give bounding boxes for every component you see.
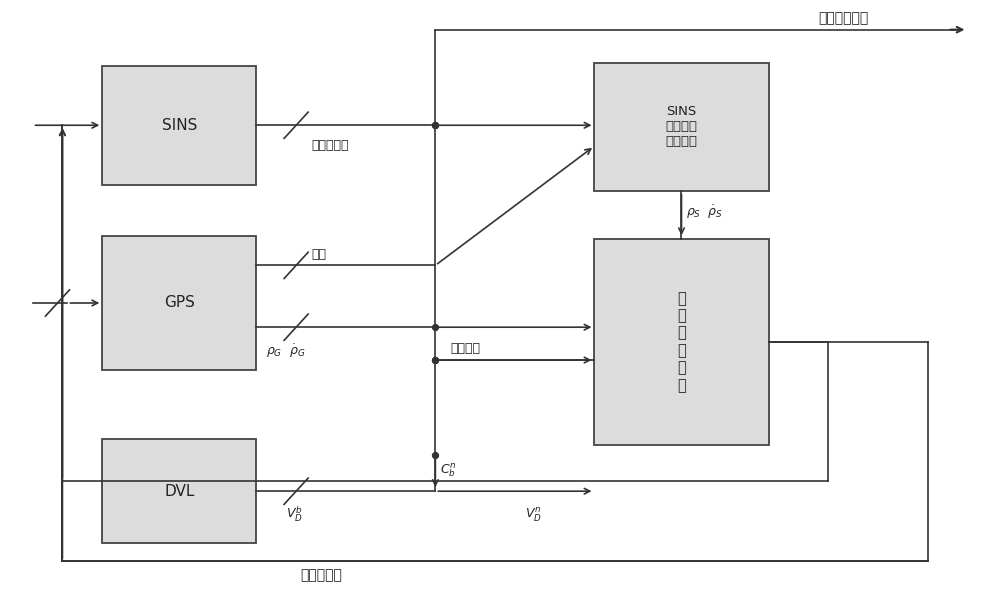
Point	[427, 121, 443, 130]
Point	[427, 355, 443, 365]
Point	[427, 323, 443, 332]
Point	[427, 355, 443, 365]
Text: 优
化
滤
波
模
块: 优 化 滤 波 模 块	[677, 291, 686, 393]
Text: 导航信息输出: 导航信息输出	[818, 11, 868, 25]
Bar	[102, 439, 256, 543]
Text: 导航信息: 导航信息	[450, 343, 480, 355]
Bar	[102, 236, 256, 370]
Text: SINS
伪距、伪
距率计算: SINS 伪距、伪 距率计算	[665, 106, 697, 148]
Text: SINS: SINS	[162, 118, 197, 133]
Text: $V_D^b$: $V_D^b$	[286, 505, 303, 524]
Text: GPS: GPS	[164, 295, 195, 311]
Point	[427, 121, 443, 130]
Text: 滤波估计值: 滤波估计值	[300, 568, 342, 582]
Text: $C_b^n$: $C_b^n$	[440, 461, 457, 479]
Text: $\rho_S$  $\dot{\rho}_S$: $\rho_S$ $\dot{\rho}_S$	[686, 203, 724, 221]
Bar	[102, 66, 256, 185]
Text: $V_D^n$: $V_D^n$	[525, 507, 542, 524]
Text: DVL: DVL	[164, 484, 194, 499]
Bar	[594, 239, 769, 445]
Text: 星历: 星历	[311, 248, 326, 260]
Text: $\rho_G$  $\dot{\rho}_G$: $\rho_G$ $\dot{\rho}_G$	[266, 343, 306, 360]
Text: 速度、位置: 速度、位置	[311, 139, 349, 152]
Point	[427, 450, 443, 460]
Bar	[594, 63, 769, 191]
